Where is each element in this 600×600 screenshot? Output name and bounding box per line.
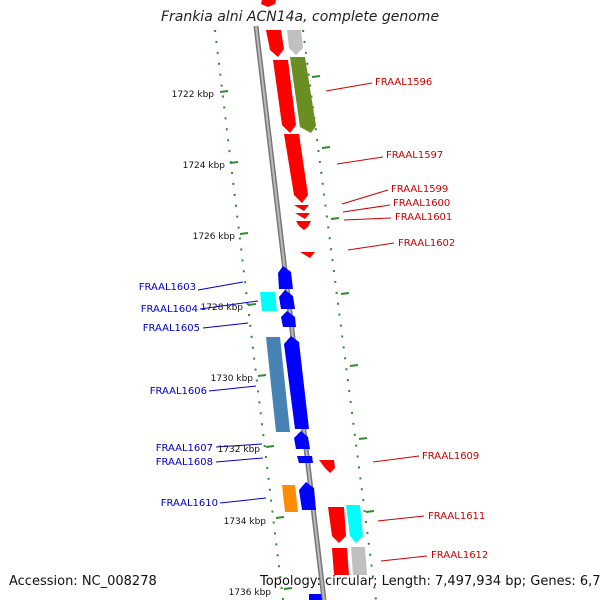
gene-label[interactable]: FRAAL1601	[395, 212, 452, 223]
label-leader-line	[336, 156, 384, 165]
gene-label[interactable]: FRAAL1605	[143, 323, 200, 334]
genome-summary: Topology: circular; Length: 7,497,934 bp…	[260, 574, 600, 589]
ruler-tick	[275, 516, 285, 519]
ruler-label: 1732 kbp	[218, 445, 261, 455]
gene-feature[interactable]	[281, 311, 296, 327]
ruler-label: 1730 kbp	[211, 374, 254, 384]
label-leader-line	[342, 204, 391, 213]
gene-feature[interactable]	[290, 57, 316, 133]
ruler-tick	[283, 587, 293, 590]
label-leader-line	[341, 189, 389, 205]
gene-feature[interactable]	[332, 548, 349, 575]
ruler-label: 1724 kbp	[183, 161, 226, 171]
gene-label[interactable]: FRAAL1612	[431, 550, 488, 561]
ruler-label: 1726 kbp	[193, 232, 236, 242]
gene-label[interactable]: FRAAL1597	[386, 150, 443, 161]
label-leader-line	[347, 242, 395, 251]
gene-label[interactable]: FRAAL1606	[150, 386, 207, 397]
gene-feature[interactable]	[309, 594, 322, 600]
label-leader-line	[215, 457, 264, 463]
ruler-label: 1722 kbp	[172, 90, 215, 100]
gene-feature[interactable]	[294, 205, 309, 211]
ruler-tick	[358, 437, 368, 440]
gene-label[interactable]: FRAAL1604	[141, 304, 198, 315]
label-leader-line	[215, 443, 263, 448]
gene-label[interactable]: FRAAL1602	[398, 238, 455, 249]
gene-feature[interactable]	[346, 505, 363, 543]
label-leader-line	[343, 217, 392, 221]
map-title: Frankia alni ACN14a, complete genome	[160, 9, 440, 25]
ruler-tick	[247, 303, 257, 306]
gene-label[interactable]: FRAAL1608	[156, 457, 213, 468]
gene-feature[interactable]	[284, 134, 308, 203]
gene-feature[interactable]	[266, 337, 290, 432]
ruler-tick	[349, 364, 359, 367]
label-leader-line	[202, 322, 249, 329]
inner-dotted-ring	[214, 29, 284, 600]
gene-feature[interactable]	[328, 507, 346, 543]
gene-feature[interactable]	[282, 485, 298, 512]
ruler-label: 1734 kbp	[224, 517, 267, 527]
gene-feature[interactable]	[299, 482, 316, 510]
ruler-tick	[239, 232, 249, 235]
ruler-tick	[265, 445, 275, 448]
outer-dotted-ring	[302, 29, 377, 600]
label-leader-line	[377, 515, 425, 522]
gene-label[interactable]: FRAAL1599	[391, 184, 448, 195]
gene-feature[interactable]	[294, 431, 310, 449]
ruler-tick	[330, 217, 340, 220]
label-leader-line	[219, 497, 267, 504]
label-leader-line	[199, 300, 259, 310]
gene-feature[interactable]	[284, 336, 309, 429]
ruler-tick	[219, 90, 229, 93]
gene-label[interactable]: FRAAL1611	[428, 511, 485, 522]
ruler-tick	[340, 292, 350, 295]
gene-label[interactable]: FRAAL1596	[375, 77, 432, 88]
gene-feature[interactable]	[266, 30, 284, 57]
gene-feature[interactable]	[287, 30, 303, 55]
ruler-tick	[311, 75, 321, 78]
gene-feature[interactable]	[351, 547, 367, 575]
label-leader-line	[380, 555, 428, 562]
gene-label[interactable]: FRAAL1610	[161, 498, 218, 509]
ruler-tick	[229, 161, 239, 164]
label-leader-line	[325, 82, 373, 92]
label-leader-line	[197, 281, 244, 291]
gene-feature[interactable]	[297, 456, 313, 463]
gene-feature[interactable]	[260, 292, 277, 311]
gene-feature[interactable]	[296, 221, 311, 230]
ruler-label: 1728 kbp	[201, 303, 244, 313]
accession-label: Accession: NC_008278	[9, 574, 157, 589]
gene-feature[interactable]	[278, 266, 293, 289]
gene-label[interactable]: FRAAL1600	[393, 198, 450, 209]
gene-label[interactable]: FRAAL1609	[422, 451, 479, 462]
label-leader-line	[208, 385, 257, 392]
ruler-tick	[257, 374, 267, 377]
ruler-label: 1736 kbp	[229, 588, 272, 598]
gene-feature[interactable]	[300, 252, 315, 258]
label-leader-line	[372, 455, 420, 463]
gene-feature[interactable]	[319, 460, 335, 473]
gene-feature[interactable]	[279, 290, 295, 309]
gene-feature[interactable]	[261, 0, 276, 7]
gene-label[interactable]: FRAAL1603	[139, 282, 196, 293]
ruler-tick	[321, 146, 331, 149]
gene-feature[interactable]	[273, 60, 296, 133]
gene-feature[interactable]	[295, 213, 310, 219]
ruler-tick	[365, 510, 375, 513]
gene-label[interactable]: FRAAL1607	[156, 443, 213, 454]
